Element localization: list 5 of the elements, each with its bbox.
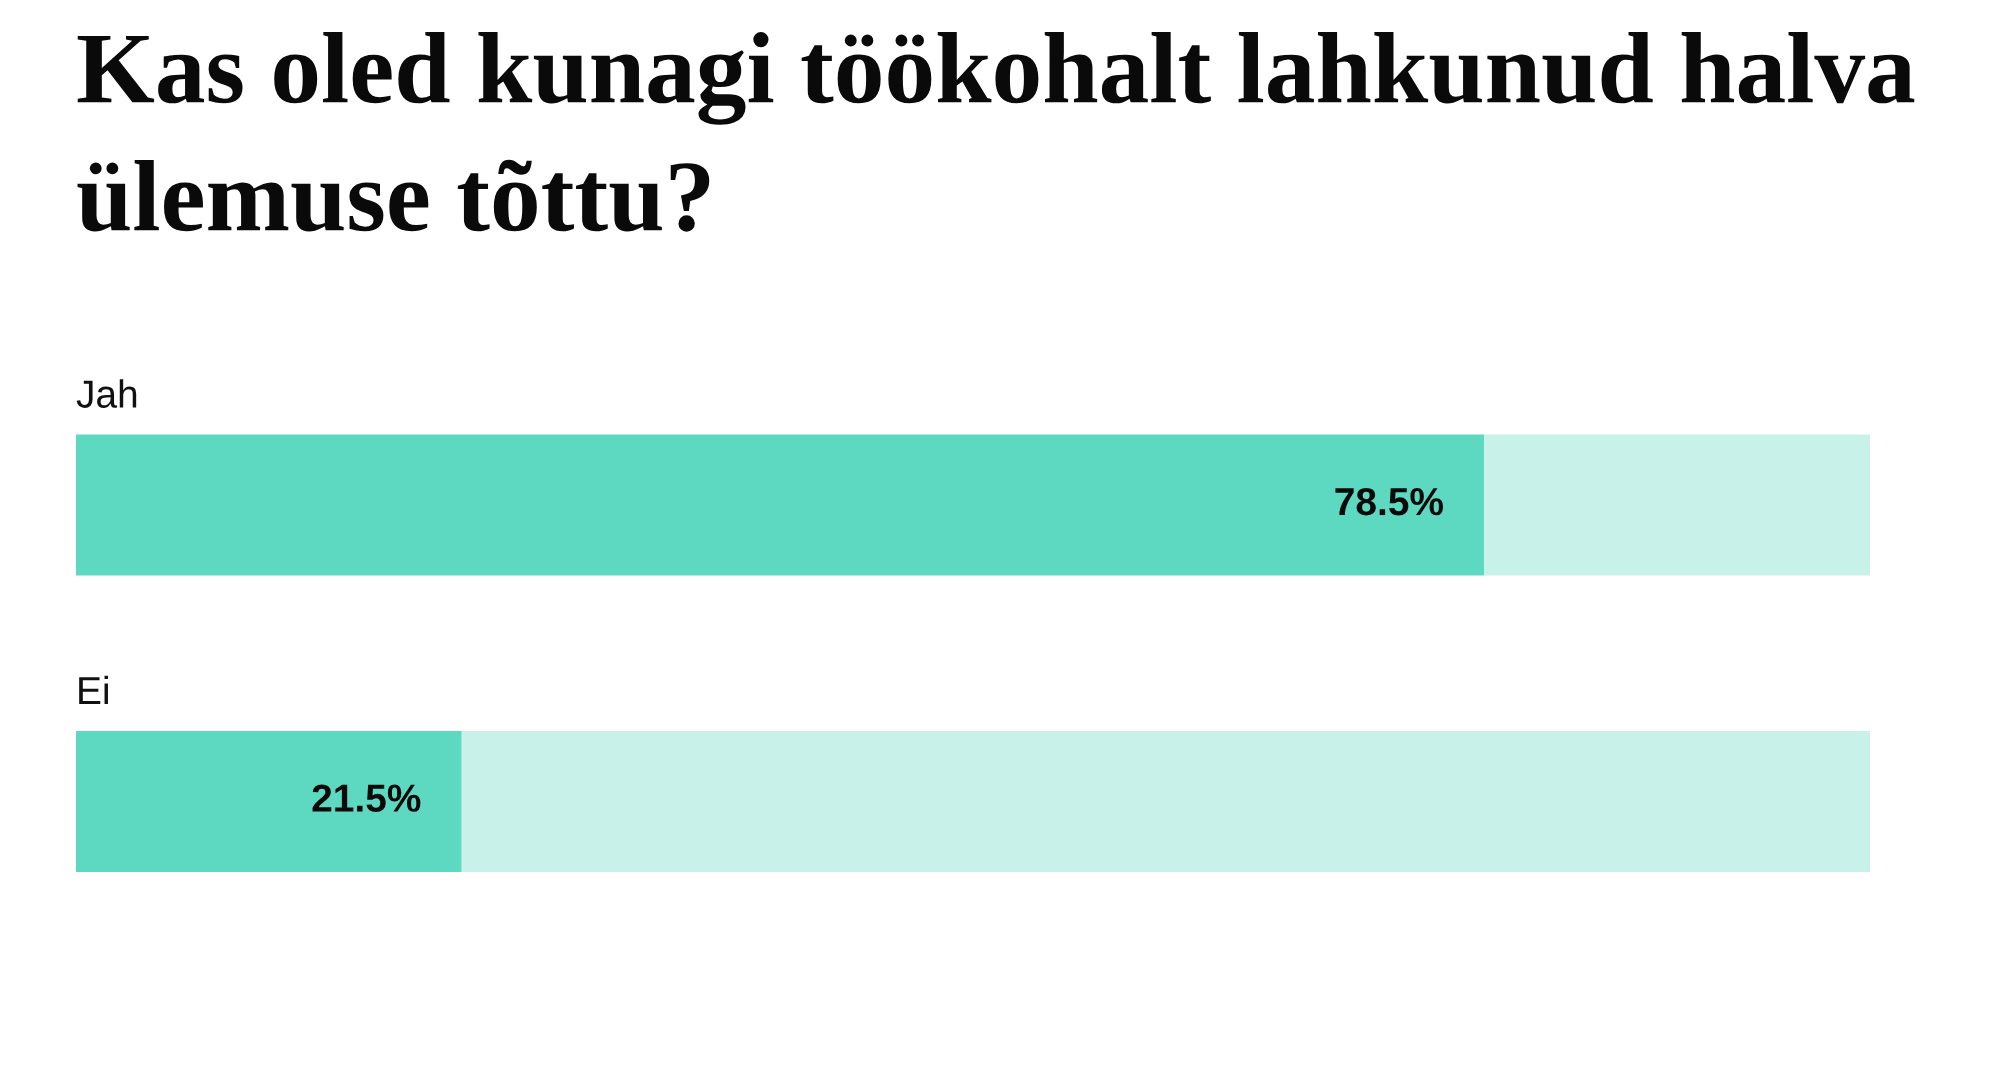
chart-title: Kas oled kunagi töökohalt lahkunud halva ülemuse tõttu? (77, 32, 1915, 232)
y-tick-label: Jah (76, 379, 137, 408)
data-label: 78.5% (1335, 487, 1443, 516)
data-label: 21.5% (312, 784, 421, 812)
y-tick-label: Ei (79, 675, 108, 704)
